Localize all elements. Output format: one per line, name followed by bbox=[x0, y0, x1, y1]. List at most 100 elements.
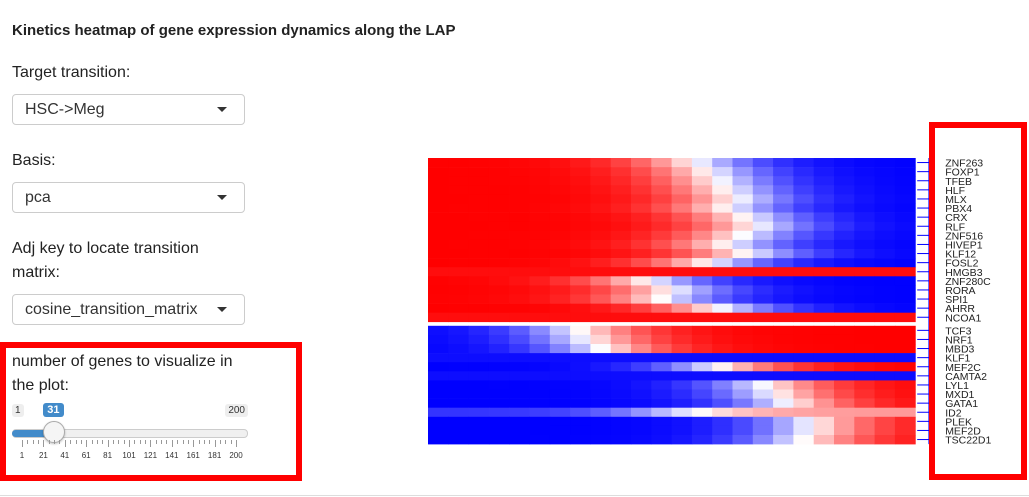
heatmap-cell bbox=[529, 176, 551, 186]
heatmap-cell bbox=[874, 353, 896, 363]
heatmap-cell bbox=[813, 380, 835, 390]
slider-major-tick bbox=[193, 440, 195, 447]
heatmap-cell bbox=[874, 398, 896, 408]
heatmap-cell bbox=[529, 371, 551, 381]
heatmap-cell bbox=[671, 285, 693, 295]
heatmap-cell bbox=[570, 371, 591, 381]
heatmap-cell bbox=[448, 167, 470, 177]
gene-label: GATA1 bbox=[945, 398, 978, 410]
heatmap-cell bbox=[509, 344, 530, 354]
heatmap-cell bbox=[834, 312, 855, 323]
heatmap-cell bbox=[834, 362, 855, 372]
heatmap-cell bbox=[590, 258, 612, 268]
heatmap-cell bbox=[610, 303, 632, 313]
heatmap-cell bbox=[509, 158, 530, 168]
heatmap-cell bbox=[488, 389, 510, 399]
heatmap-cell bbox=[854, 435, 876, 445]
heatmap-cell bbox=[834, 185, 855, 195]
heatmap-cell bbox=[468, 325, 490, 336]
heatmap-cell bbox=[448, 312, 470, 323]
heatmap-cell bbox=[773, 371, 794, 381]
gene-label: MEF2D bbox=[945, 425, 981, 437]
num-genes-slider[interactable]: 1 200 31 1 21 41 61 81 101 121 141 161 181 200 bbox=[12, 402, 248, 472]
heatmap-cell bbox=[793, 185, 815, 195]
heatmap-cell bbox=[834, 194, 855, 204]
heatmap-cell bbox=[894, 380, 916, 390]
heatmap-cell bbox=[651, 294, 673, 304]
heatmap-cell bbox=[448, 362, 470, 372]
heatmap-cell bbox=[691, 285, 713, 295]
heatmap-cell bbox=[752, 176, 774, 186]
heatmap-cell bbox=[428, 407, 449, 418]
target-transition-label: Target transition: bbox=[12, 64, 131, 81]
heatmap-cell bbox=[590, 230, 612, 241]
slider-major-tick bbox=[129, 440, 130, 447]
heatmap-cell bbox=[894, 212, 916, 222]
slider-minor-tick bbox=[225, 440, 227, 444]
heatmap-cell bbox=[671, 312, 693, 323]
slider-minor-tick bbox=[123, 440, 125, 444]
heatmap-cell bbox=[590, 221, 612, 232]
heatmap-cell bbox=[570, 294, 591, 304]
target-transition-select[interactable]: HSC->Meg bbox=[12, 94, 245, 125]
heatmap-cell bbox=[468, 435, 490, 445]
basis-select[interactable]: pca bbox=[12, 182, 245, 213]
gene-label: HMGB3 bbox=[945, 267, 983, 279]
heatmap-cell bbox=[448, 249, 470, 259]
heatmap-cell bbox=[773, 398, 794, 408]
heatmap-cell bbox=[712, 185, 733, 195]
heatmap-cell bbox=[529, 221, 551, 232]
slider-minor-tick bbox=[139, 440, 141, 444]
heatmap-cell bbox=[570, 380, 591, 390]
adj-key-label-line2: matrix: bbox=[12, 264, 60, 281]
heatmap-cell bbox=[428, 203, 449, 213]
gene-label: FOXP1 bbox=[945, 167, 980, 179]
heatmap-cell bbox=[874, 203, 896, 213]
heatmap-cell bbox=[468, 294, 490, 304]
slider-major-tick bbox=[64, 440, 66, 447]
heatmap-cell bbox=[610, 212, 632, 222]
heatmap-cell bbox=[549, 407, 571, 418]
heatmap-cell bbox=[610, 334, 632, 345]
heatmap-cell bbox=[570, 344, 591, 354]
heatmap-cell bbox=[712, 167, 733, 177]
heatmap-cell bbox=[448, 371, 470, 381]
heatmap-cell bbox=[488, 167, 510, 177]
heatmap-cell bbox=[468, 158, 490, 168]
heatmap-cell bbox=[570, 334, 591, 345]
heatmap-cell bbox=[813, 435, 835, 445]
heatmap-cell bbox=[610, 230, 632, 241]
heatmap-cell bbox=[732, 276, 754, 286]
heatmap-cell bbox=[712, 312, 733, 323]
heatmap-cell bbox=[549, 185, 571, 195]
heatmap-cell bbox=[813, 294, 835, 304]
slider-tick-label: 21 bbox=[38, 451, 48, 460]
adj-key-select[interactable]: cosine_transition_matrix bbox=[12, 294, 245, 325]
heatmap-cell bbox=[590, 203, 612, 213]
heatmap-cell bbox=[773, 249, 794, 259]
heatmap-cell bbox=[428, 344, 449, 354]
heatmap-cell bbox=[752, 285, 774, 295]
heatmap-cell bbox=[752, 221, 774, 232]
slider-minor-tick bbox=[219, 440, 221, 444]
heatmap-cell bbox=[549, 416, 571, 427]
adj-key-label: Adj key to locate transition matrix: bbox=[12, 237, 199, 285]
heatmap-cell bbox=[752, 249, 774, 259]
heatmap-cell bbox=[834, 167, 855, 177]
heatmap-cell bbox=[448, 239, 470, 250]
heatmap-cell bbox=[631, 407, 652, 418]
gene-label: LYL1 bbox=[945, 380, 969, 392]
slider-minor-tick bbox=[230, 440, 232, 444]
heatmap-cell bbox=[793, 407, 815, 418]
heatmap-cell bbox=[793, 398, 815, 408]
heatmap-cell bbox=[691, 221, 713, 232]
num-genes-label: number of genes to visualize in the plot… bbox=[12, 350, 233, 398]
heatmap-cell bbox=[631, 371, 652, 381]
heatmap-cell bbox=[793, 362, 815, 372]
slider-minor-tick bbox=[112, 440, 114, 444]
heatmap-cell bbox=[732, 325, 754, 336]
heatmap-cell bbox=[570, 303, 591, 313]
heatmap-cell bbox=[468, 416, 490, 427]
heatmap-cell bbox=[651, 276, 673, 286]
heatmap-cell bbox=[834, 285, 855, 295]
